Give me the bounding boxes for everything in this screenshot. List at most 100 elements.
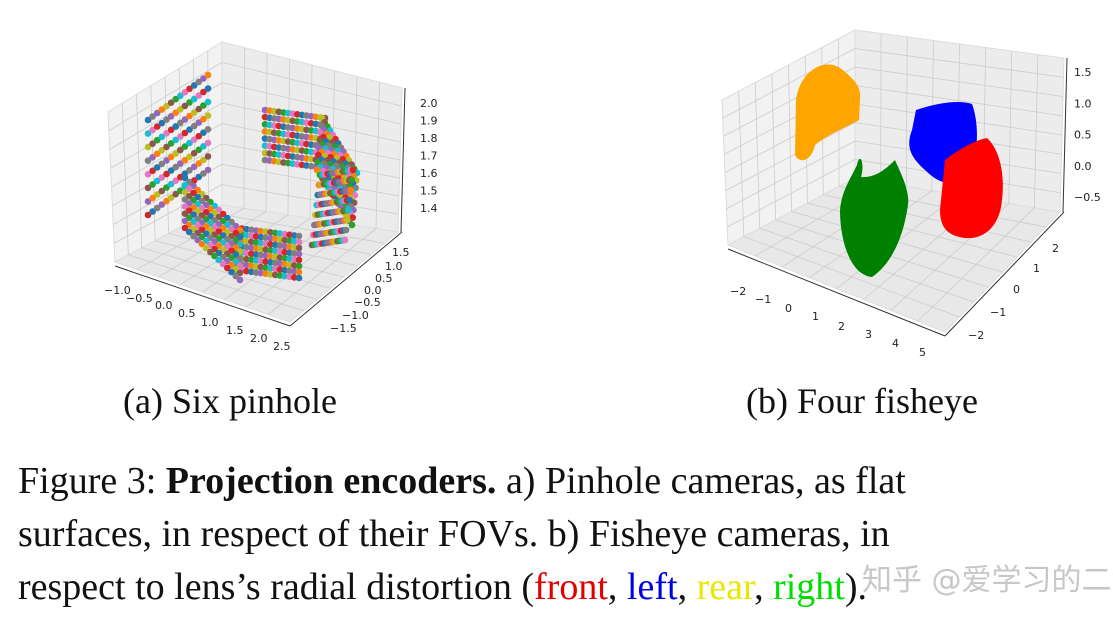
data-point <box>281 266 289 274</box>
data-point <box>281 272 289 280</box>
data-point <box>181 156 189 164</box>
data-point <box>163 184 170 191</box>
data-point <box>290 274 298 281</box>
y-axis-line <box>289 231 403 327</box>
data-point <box>344 216 351 224</box>
data-point <box>345 206 352 214</box>
red-surface <box>940 138 1003 239</box>
data-point <box>149 113 156 120</box>
z-tick-label: 1.6 <box>420 167 438 180</box>
data-point <box>290 256 298 263</box>
data-point <box>158 133 166 141</box>
y-tick-label: 2 <box>1052 242 1059 255</box>
data-point <box>181 89 189 96</box>
subcaption-a: (a) Six pinhole <box>123 381 337 421</box>
data-point <box>186 126 193 133</box>
data-point <box>200 156 207 164</box>
data-point <box>177 92 184 100</box>
data-point <box>181 224 189 232</box>
data-point <box>144 157 152 164</box>
data-point <box>167 113 175 120</box>
data-point <box>195 119 203 126</box>
y-tick-label: −2 <box>968 329 984 342</box>
data-point <box>262 264 269 272</box>
x-tick-label: −0.5 <box>126 292 153 305</box>
caption-sep: , <box>607 566 627 608</box>
caption-line-3: respect to lens’s radial distortion (fro… <box>18 561 1103 614</box>
x-tick-label: 3 <box>865 328 872 341</box>
data-point <box>200 170 207 177</box>
data-point <box>172 190 179 198</box>
data-point <box>295 232 303 240</box>
caption-left: left <box>626 566 678 608</box>
data-point <box>177 133 184 140</box>
data-point <box>163 116 170 123</box>
caption-prefix: Figure 3: <box>18 460 166 502</box>
data-point <box>200 75 207 82</box>
data-point <box>167 180 175 188</box>
data-point <box>290 244 298 251</box>
z-tick-label: 1.4 <box>420 202 438 215</box>
data-point <box>153 109 161 117</box>
data-point <box>243 261 250 269</box>
data-point <box>349 166 357 174</box>
data-point <box>232 272 240 280</box>
data-point <box>295 250 303 258</box>
data-point <box>228 268 235 276</box>
data-point <box>219 260 227 268</box>
data-point <box>190 163 198 171</box>
x-tick-label: 2 <box>838 320 845 333</box>
data-point <box>347 186 355 194</box>
data-point <box>158 106 166 113</box>
data-point <box>190 122 198 130</box>
data-point <box>204 166 212 174</box>
grid-line <box>375 82 380 229</box>
data-point <box>257 245 265 253</box>
z-tick-label: 1.9 <box>420 115 438 128</box>
caption-front: front <box>534 566 608 608</box>
figure-plots: 2.01.91.81.71.61.51.4−1.0−0.50.00.51.01.… <box>104 29 1101 359</box>
caption-line-2: surfaces, in respect of their FOVs. b) F… <box>18 513 890 555</box>
data-point <box>144 116 152 124</box>
data-point <box>190 177 198 184</box>
data-point <box>153 177 161 185</box>
data-point <box>262 252 269 259</box>
z-axis-line <box>400 87 406 233</box>
z-tick-label: 1.7 <box>420 150 438 163</box>
data-point <box>195 160 203 167</box>
data-point <box>181 129 189 137</box>
data-point <box>158 160 166 168</box>
data-point <box>186 112 193 120</box>
data-point <box>149 167 156 175</box>
data-point <box>149 154 156 161</box>
data-point <box>181 174 189 182</box>
data-point <box>181 102 189 110</box>
data-point <box>257 251 265 259</box>
z-tick-label: 1.0 <box>1074 97 1092 110</box>
orange-surface <box>795 64 861 161</box>
data-point <box>257 233 265 241</box>
data-point <box>190 95 198 103</box>
data-point <box>163 102 170 110</box>
grid-line <box>917 207 1035 322</box>
grid-line <box>726 140 856 210</box>
data-point <box>262 228 269 235</box>
data-point <box>186 99 193 106</box>
x-axis-line <box>727 248 946 337</box>
data-point <box>204 85 212 92</box>
data-point <box>262 234 269 241</box>
y-tick-label: 1 <box>1033 262 1040 275</box>
data-point <box>186 153 193 160</box>
data-point <box>243 267 250 275</box>
data-point <box>198 240 206 248</box>
y-tick-label: 1.0 <box>385 260 403 273</box>
z-tick-label: −0.5 <box>1074 191 1101 204</box>
data-point <box>177 106 184 113</box>
data-point <box>144 171 152 178</box>
data-point <box>267 252 274 260</box>
data-point <box>149 208 156 215</box>
data-point <box>144 143 152 151</box>
data-point <box>190 232 197 240</box>
data-point <box>290 238 298 245</box>
y-tick-label: −0.5 <box>354 296 381 309</box>
